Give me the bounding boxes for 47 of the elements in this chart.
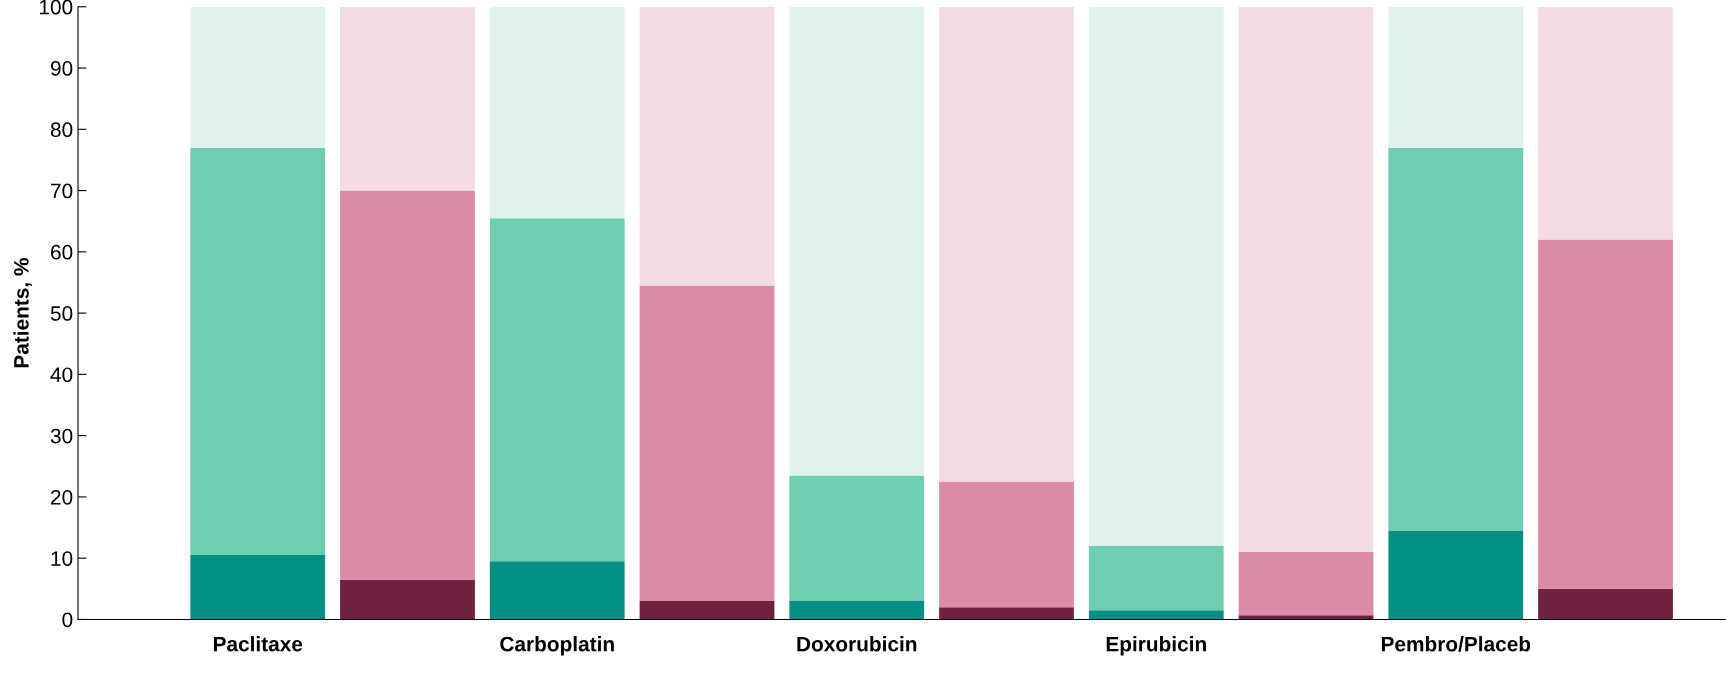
bar (939, 481, 1074, 608)
bar (639, 285, 775, 602)
y-axis-title: Patients, % (13, 258, 32, 368)
bar (1088, 545, 1224, 611)
bar (489, 561, 625, 620)
bar (1238, 6, 1374, 553)
bar (1088, 610, 1224, 620)
bar (939, 6, 1074, 482)
x-tick-label: Doxorubicin (797, 636, 917, 652)
bar (1388, 530, 1524, 620)
bar (789, 601, 925, 620)
y-tick-label: 30 (50, 428, 73, 444)
bar (340, 190, 475, 580)
bar (639, 601, 775, 620)
bar (1088, 6, 1224, 546)
bar (639, 6, 775, 286)
y-tick-label: 60 (51, 244, 73, 260)
bar (340, 6, 475, 191)
x-tick-label: Paclitaxe (213, 636, 303, 652)
bar (1538, 6, 1673, 240)
bar (190, 147, 326, 556)
bar (190, 6, 326, 148)
y-tick-label: 40 (50, 367, 73, 383)
bar (489, 6, 625, 219)
x-tick-label: Epirubicin (1106, 636, 1206, 656)
x-tick-label: Pembro/Placeb (1381, 636, 1531, 652)
bar (1238, 552, 1374, 616)
bar (489, 218, 625, 562)
y-tick-label: 70 (51, 183, 73, 199)
y-tick-label: 20 (51, 489, 73, 505)
bar (1238, 615, 1374, 620)
y-tick-label: 90 (50, 61, 73, 76)
bar (190, 555, 326, 620)
y-tick-label: 50 (50, 306, 73, 321)
bar (1538, 588, 1673, 620)
bar (340, 579, 475, 620)
y-tick-label: 10 (51, 551, 73, 566)
bar (939, 607, 1074, 620)
bar (1388, 147, 1524, 531)
bar (1388, 6, 1524, 148)
bar (1538, 239, 1673, 589)
x-tick-label: Carboplatin (500, 636, 614, 656)
y-tick-label: 80 (50, 122, 73, 138)
bar (789, 6, 925, 476)
bar (789, 475, 925, 602)
y-tick-label: 100 (40, 0, 73, 15)
y-tick-label: 0 (62, 612, 73, 628)
